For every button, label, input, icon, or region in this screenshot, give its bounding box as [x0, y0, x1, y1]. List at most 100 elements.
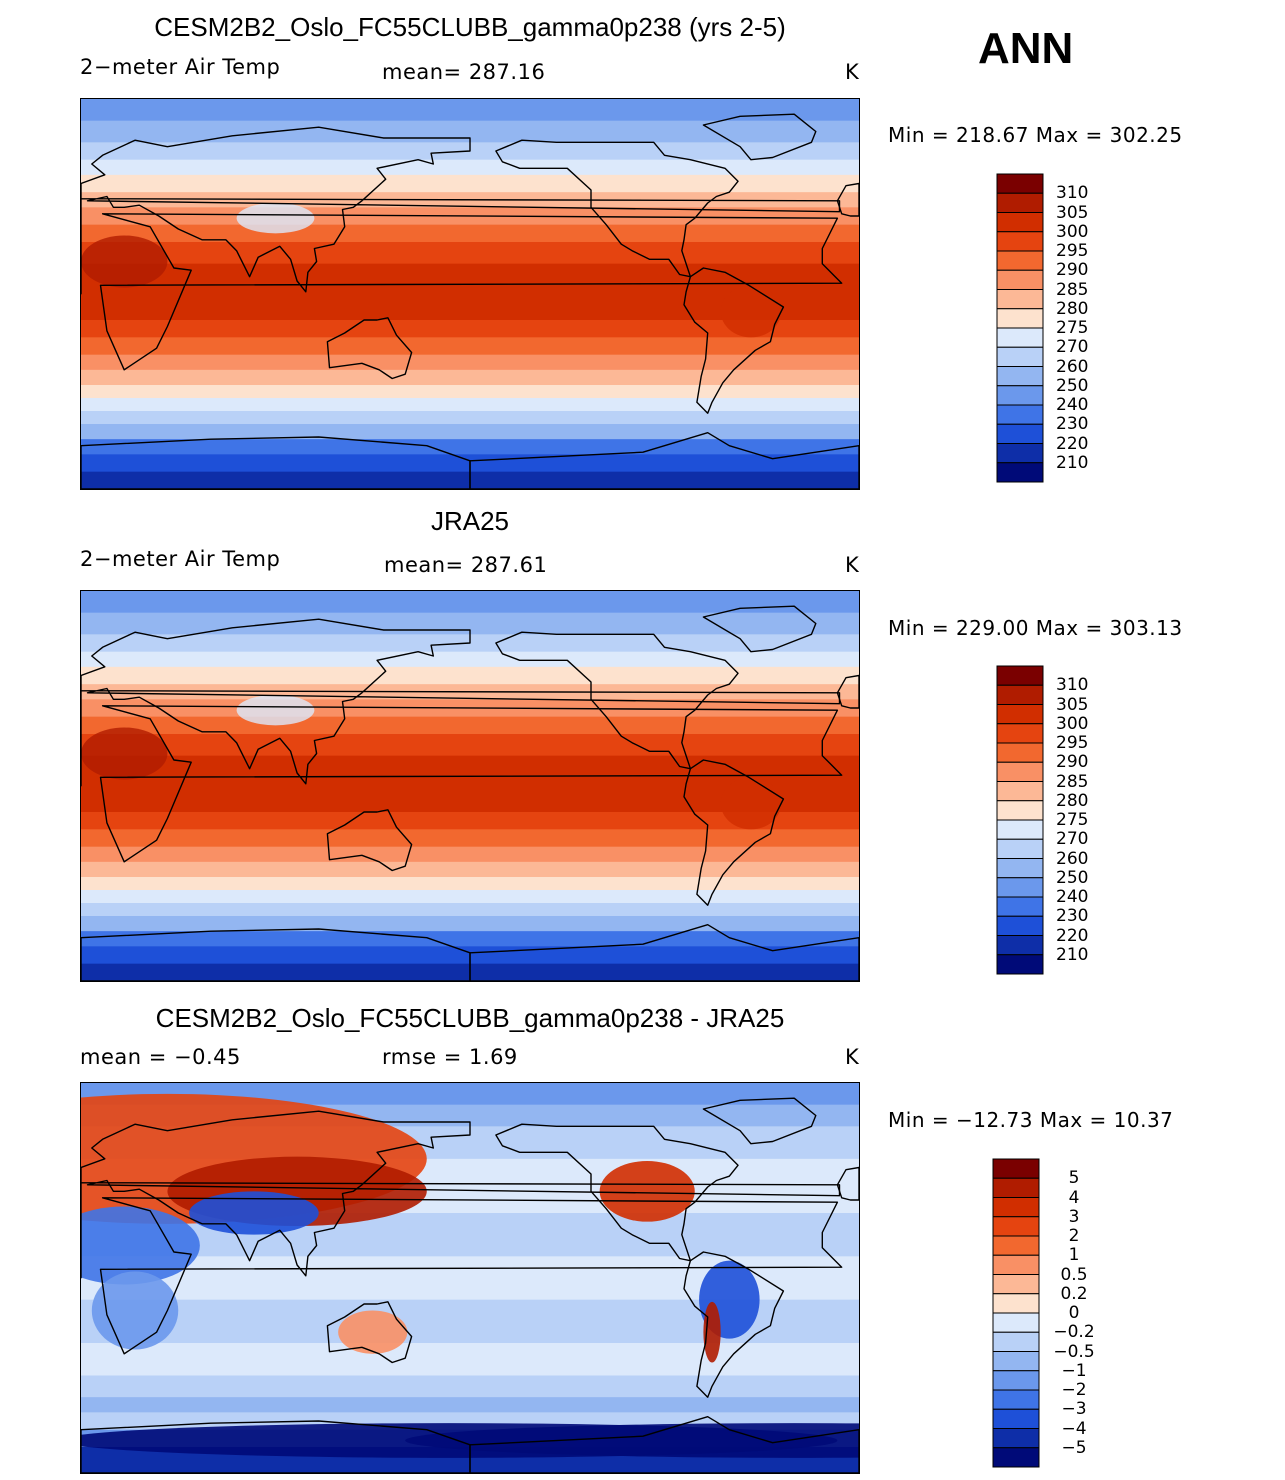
colorbar-1-swatch [996, 346, 1044, 367]
panel-1-minmax: Min = 218.67 Max = 302.25 [888, 123, 1183, 147]
panel-1-title: CESM2B2_Oslo_FC55CLUBB_gamma0p238 (yrs 2… [154, 12, 786, 42]
colorbar-1-swatch [996, 385, 1044, 406]
map-2-coastline [495, 631, 739, 770]
map-1-field-band [81, 337, 859, 356]
colorbar-1-tick-label: 285 [1056, 279, 1089, 300]
colorbar-2-swatch [996, 915, 1044, 936]
map-2-field-band [81, 931, 859, 947]
map-3-field-band [81, 1083, 859, 1106]
colorbar-3-swatch [992, 1177, 1040, 1198]
colorbar-1-swatch [996, 423, 1044, 444]
map-2-coastline [683, 759, 785, 906]
colorbar-3-swatch [992, 1274, 1040, 1295]
panel-3-minmax: Min = −12.73 Max = 10.37 [888, 1108, 1174, 1132]
colorbar-3-swatch [992, 1351, 1040, 1372]
colorbar-2-tick-label: 275 [1056, 810, 1089, 830]
map-2-coastline [469, 924, 859, 981]
map-1-coastline [683, 267, 785, 414]
colorbar-3-swatch [992, 1408, 1040, 1429]
colorbar-3-swatch [992, 1158, 1040, 1179]
colorbar-2-swatch [996, 858, 1044, 879]
colorbar-2-swatch [996, 819, 1044, 840]
colorbar-1-tick-label: 310 [1056, 183, 1089, 204]
map-1-coastline [836, 182, 859, 217]
colorbar-1-tick-label: 275 [1056, 318, 1089, 338]
colorbar-3-tick-label: 1 [1068, 1245, 1080, 1266]
map-2-field-patch [236, 695, 315, 726]
colorbar-1-swatch [996, 308, 1044, 329]
colorbar-2-tick-label: 285 [1056, 771, 1089, 792]
map-3-anomaly-patch [338, 1310, 408, 1354]
map-3-anomaly-patch [81, 1206, 200, 1285]
colorbar-1-swatch [996, 212, 1044, 233]
map-2-coastline [836, 674, 859, 709]
colorbar-3-tick-label: −0.5 [1053, 1341, 1095, 1362]
map-2-field-band [81, 734, 859, 757]
map-2-coastline [702, 605, 817, 653]
map-1-coastline [99, 213, 843, 371]
map-1-field-patch [81, 235, 168, 288]
colorbar-1-tick-label: 260 [1056, 356, 1089, 377]
colorbar-2-swatch [996, 723, 1044, 744]
colorbar-2-tick-label: 300 [1056, 713, 1089, 734]
map-1-field-band [81, 159, 859, 176]
map-2-field-band [81, 716, 859, 735]
map-2-field-patch [81, 727, 168, 780]
map-2-field-patch [720, 777, 782, 830]
panel-1-variable: 2−meter Air Temp [80, 55, 281, 79]
map-2-field-band [81, 890, 859, 904]
map-1-field-band [81, 242, 859, 265]
map-1-field-band [81, 354, 859, 371]
colorbar-3-swatch [992, 1197, 1040, 1218]
colorbar-2-swatch [996, 935, 1044, 956]
map-3-coastline [81, 1420, 471, 1473]
colorbar-1-tick-label: 270 [1056, 337, 1089, 358]
panel-3-mean: mean = −0.45 [80, 1045, 241, 1069]
map-1-field-band [81, 369, 859, 386]
colorbar-2-swatch [996, 954, 1044, 975]
map-1-coastline [81, 436, 471, 489]
colorbar-2-tick-label: 210 [1056, 944, 1089, 965]
map-2-field-band [81, 812, 859, 830]
map-3-coastline [326, 1301, 413, 1364]
panel-1-map [80, 98, 860, 490]
map-2-coastline [81, 928, 471, 981]
map-3-anomaly-patch [599, 1161, 695, 1222]
colorbar-1-swatch [996, 462, 1044, 483]
panel-1-colorbar: 310 305 300 295 290 285 280 275 270 260 250 240 230 2… [996, 173, 1088, 483]
colorbar-3-tick-label: 2 [1068, 1226, 1080, 1246]
map-1-coastline [495, 139, 739, 278]
map-2-field-band [81, 846, 859, 863]
colorbar-3-tick-label: 3 [1068, 1206, 1080, 1227]
colorbar-3-tick-label: −5 [1061, 1437, 1087, 1458]
colorbar-1-swatch [996, 269, 1044, 290]
map-1-coastline [326, 317, 413, 380]
colorbar-1-tick-label: 305 [1056, 202, 1089, 223]
map-3-field-band [81, 1343, 859, 1376]
map-1-field-band [81, 439, 859, 455]
map-3-coastline [836, 1166, 859, 1201]
colorbar-1-tick-label: 290 [1056, 260, 1089, 281]
panel-1-mean: mean= 287.16 [382, 60, 546, 84]
panel-2-mean: mean= 287.61 [384, 553, 548, 577]
map-2-field-band [81, 651, 859, 668]
colorbar-2-swatch [996, 704, 1044, 725]
map-1-field-band [81, 424, 859, 440]
colorbar-1-swatch [996, 173, 1044, 194]
colorbar-2-tick-label: 290 [1056, 752, 1089, 773]
colorbar-3-tick-label: 5 [1068, 1168, 1080, 1189]
colorbar-2-swatch [996, 800, 1044, 821]
map-2-field-band [81, 861, 859, 878]
colorbar-2-swatch [996, 838, 1044, 859]
map-1-field-band [81, 174, 859, 193]
map-2-field-band [81, 591, 859, 614]
map-2-coastline [81, 618, 841, 787]
map-3-field-band [81, 1397, 859, 1413]
colorbar-2-tick-label: 270 [1056, 829, 1089, 850]
colorbar-1-swatch [996, 443, 1044, 464]
map-1-field-band [81, 398, 859, 412]
colorbar-2-swatch [996, 684, 1044, 705]
colorbar-2-swatch [996, 896, 1044, 917]
colorbar-1-swatch [996, 192, 1044, 213]
colorbar-3-swatch [992, 1331, 1040, 1352]
